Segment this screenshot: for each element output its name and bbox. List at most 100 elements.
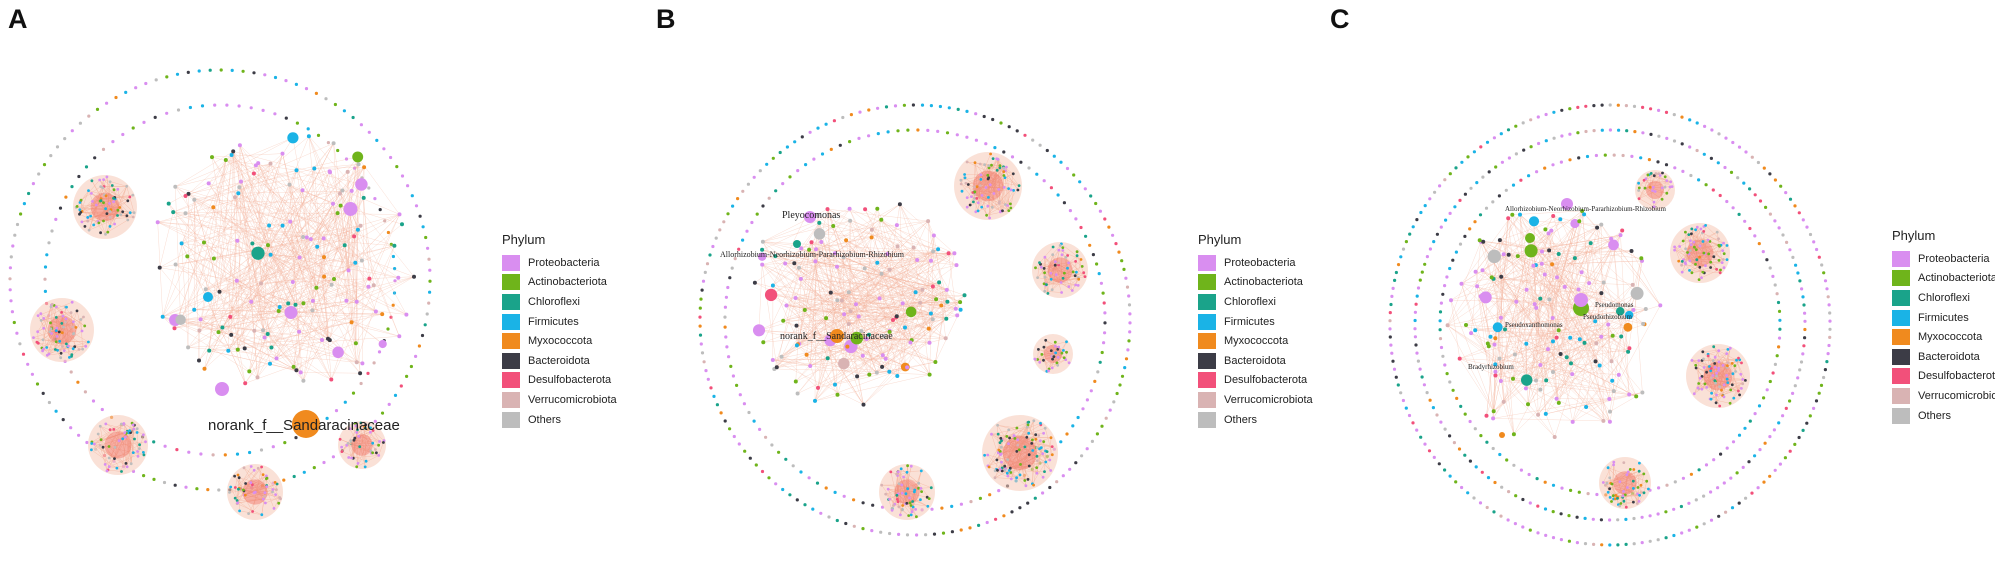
network-edge [887, 489, 894, 506]
peripheral-node [1513, 522, 1517, 526]
network-edge [837, 300, 961, 310]
cluster-node [49, 327, 53, 331]
cluster-node [892, 504, 895, 507]
peripheral-node [1445, 275, 1449, 279]
cluster-node [1042, 345, 1046, 349]
peripheral-node [1583, 516, 1587, 521]
network-edge [869, 342, 930, 375]
network-edge [1056, 359, 1066, 364]
module-node [1491, 409, 1496, 414]
peripheral-node [1717, 514, 1721, 518]
cluster-node [1725, 374, 1728, 377]
network-edge [815, 208, 850, 262]
network-edge [827, 208, 930, 375]
network-edge [1493, 339, 1580, 412]
network-edge [861, 253, 949, 332]
cluster-node [242, 488, 245, 492]
network-edge [188, 154, 232, 195]
cluster-node [87, 228, 91, 232]
peripheral-node [1793, 442, 1797, 446]
network-edge [316, 246, 331, 341]
network-edge [997, 425, 1017, 429]
peripheral-node [737, 247, 741, 251]
network-edge [302, 190, 334, 204]
network-edge [233, 151, 362, 185]
cluster-node [998, 467, 1002, 471]
module-node [850, 331, 864, 345]
network-edge [1613, 244, 1643, 262]
peripheral-node [1454, 480, 1458, 484]
network-edge [1535, 223, 1576, 381]
network-edge [1485, 297, 1494, 419]
network-edge [40, 320, 47, 348]
module-node [839, 298, 844, 303]
cluster-node [264, 501, 267, 505]
cluster-node [235, 499, 239, 502]
network-edge [1476, 286, 1597, 344]
network-edge [237, 181, 242, 350]
network-edge [257, 252, 356, 264]
network-edge [762, 208, 850, 242]
network-edge [1495, 324, 1645, 376]
network-edge [1526, 317, 1553, 381]
network-edge [1556, 347, 1630, 399]
network-edge [794, 222, 820, 264]
peripheral-node [1773, 283, 1777, 287]
network-edge [819, 233, 872, 238]
network-edge [1696, 367, 1717, 374]
cluster-node [1654, 172, 1658, 175]
network-edge [308, 136, 349, 271]
cluster-node [980, 205, 984, 209]
network-edge [930, 235, 935, 261]
network-edge [1497, 219, 1561, 328]
network-edge [796, 253, 955, 346]
cluster-node [1730, 362, 1734, 365]
network-edge [800, 204, 901, 280]
network-edge [798, 267, 880, 299]
peripheral-node [1641, 131, 1645, 135]
peripheral-node [824, 122, 828, 126]
network-edge [899, 204, 906, 368]
peripheral-node [208, 68, 212, 72]
network-edge [310, 193, 341, 240]
network-edge [180, 319, 272, 348]
cluster-node [42, 317, 46, 320]
cluster-core [90, 192, 120, 222]
module-node [290, 280, 295, 284]
peripheral-node [1801, 218, 1805, 222]
peripheral-node [1117, 250, 1121, 254]
cluster-node [108, 202, 111, 205]
peripheral-node [49, 154, 53, 158]
network-edge [1500, 254, 1509, 277]
network-edge [356, 245, 395, 363]
peripheral-node [15, 222, 20, 227]
module-node [280, 223, 285, 228]
network-edge [1552, 244, 1614, 265]
module-node [895, 374, 900, 378]
network-edge [346, 445, 373, 454]
network-edge [187, 256, 325, 348]
cluster-node [1616, 497, 1619, 500]
module-node [1524, 244, 1538, 258]
network-edge [199, 327, 223, 331]
peripheral-node [1115, 391, 1119, 396]
cluster-node [1057, 261, 1060, 265]
cluster-node [382, 441, 385, 444]
network-edge [909, 497, 928, 507]
network-edge [849, 208, 894, 321]
cluster-node [136, 450, 140, 453]
network-edge [877, 208, 906, 368]
cluster-node [39, 319, 43, 322]
peripheral-node [1108, 408, 1112, 412]
peripheral-node [184, 485, 188, 489]
hub-node [830, 329, 844, 343]
cluster-node [1712, 345, 1716, 349]
module-node [931, 249, 936, 254]
peripheral-node [1521, 525, 1525, 529]
network-edge [333, 143, 357, 302]
peripheral-node [1825, 360, 1829, 364]
peripheral-node [848, 140, 852, 144]
peripheral-node [1543, 507, 1548, 511]
cluster-node [1056, 363, 1060, 367]
network-edge [239, 187, 332, 380]
